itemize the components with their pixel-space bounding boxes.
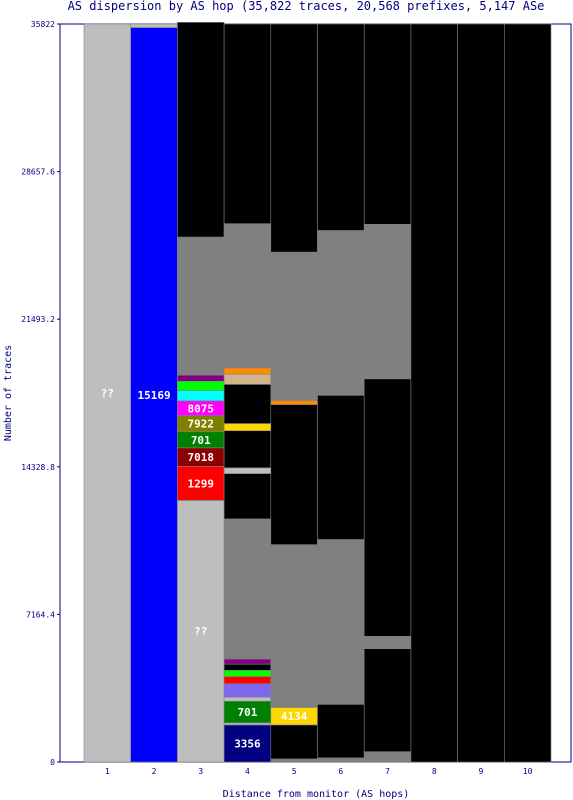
hop-column-10 [503, 23, 552, 763]
bar-segment [130, 23, 178, 28]
bar-segment [223, 384, 272, 424]
hop-column-4: 3356 701 [223, 23, 272, 763]
bar-segment [270, 724, 318, 760]
bar-segment [270, 758, 318, 763]
y-tick-label: 7164.4 [26, 610, 55, 619]
bar-segment [410, 23, 458, 763]
segment-label: 4134 [281, 710, 308, 723]
bar-segment [223, 696, 272, 702]
bar-segment [223, 658, 272, 665]
bar-segment [270, 400, 318, 405]
y-tick-label: 14328.8 [21, 463, 55, 472]
bar-segment [270, 23, 318, 253]
x-tick-label: 1 [105, 767, 110, 776]
bar-segment [223, 603, 272, 660]
y-tick-label: 21493.2 [21, 315, 55, 324]
bar-segment [317, 757, 365, 763]
bar-segment [363, 751, 412, 763]
bar-segment [270, 404, 318, 545]
bar-segment [83, 23, 132, 763]
bar-segment [223, 423, 272, 432]
bar-segment [363, 378, 412, 637]
bar-segment [457, 23, 505, 763]
bar-segment [223, 473, 272, 520]
hop-column-1: ?? [83, 23, 132, 763]
hop-column-7 [363, 23, 412, 763]
bar-segment [363, 223, 412, 380]
hop-column-8 [410, 23, 458, 763]
bar-segment [177, 390, 225, 402]
bar-segment [270, 251, 318, 401]
segment-label: ?? [101, 387, 114, 400]
y-axis-ticks: 0 7164.4 14328.8 21493.2 28657.6 35822 [21, 20, 60, 767]
bar-segment [317, 539, 365, 705]
bar-segment [317, 394, 365, 540]
x-tick-label: 9 [479, 767, 484, 776]
bar-segment [223, 724, 272, 763]
x-tick-label: 8 [432, 767, 437, 776]
segment-label: 7018 [188, 451, 215, 464]
x-axis-ticks: 1 2 3 4 5 6 7 8 9 10 [105, 767, 533, 776]
bar-segment [223, 518, 272, 604]
segment-label: 8075 [188, 402, 215, 415]
bar-segment [223, 467, 272, 474]
bar-segment [223, 23, 272, 224]
bar-segment [177, 500, 225, 763]
bar-segment [177, 466, 225, 501]
x-tick-label: 10 [523, 767, 533, 776]
bar-segment [223, 676, 272, 685]
x-tick-label: 2 [152, 767, 157, 776]
bar-segment [317, 704, 365, 759]
bar-segment [177, 22, 225, 238]
hop-column-9 [457, 23, 505, 763]
bar-segment [363, 23, 412, 225]
y-tick-label: 35822 [31, 20, 55, 29]
bar-segment [503, 23, 552, 763]
bar-segment [223, 722, 272, 726]
bar-segment [223, 683, 272, 698]
bar-segment [177, 374, 225, 382]
bar-segment [270, 641, 318, 708]
y-axis-label: Number of traces [3, 345, 14, 441]
bar-segment [317, 230, 365, 396]
segment-label: 7922 [188, 418, 215, 431]
bar-segment [363, 636, 412, 649]
bar-segment [363, 648, 412, 752]
y-tick-label: 28657.6 [21, 168, 55, 177]
bar-segment [223, 430, 272, 469]
segment-label: 701 [191, 434, 211, 447]
bar-segment [223, 223, 272, 369]
x-axis-label: Distance from monitor (AS hops) [223, 789, 410, 800]
bar-segment [223, 367, 272, 375]
segment-label: 15169 [137, 389, 170, 402]
bar-segment [270, 544, 318, 642]
x-tick-label: 3 [198, 767, 203, 776]
bar-segment [223, 663, 272, 671]
bar-segment [177, 380, 225, 391]
hop-column-3: ?? 1299 7018 701 7922 8075 [177, 22, 225, 763]
chart-title: AS dispersion by AS hop (35,822 traces, … [68, 0, 545, 13]
x-tick-label: 7 [385, 767, 390, 776]
bar-segment [177, 236, 225, 376]
segment-label: 701 [238, 706, 258, 719]
plot-area: ?? 15169?? 1299 7018 701 7922 8075 3356 701 4134 [59, 22, 572, 763]
bar-segment [223, 670, 272, 677]
segment-label: 1299 [188, 477, 215, 490]
hop-column-6 [317, 23, 365, 763]
bar-segment [317, 23, 365, 231]
segment-label: ?? [194, 625, 207, 638]
x-tick-label: 4 [245, 767, 250, 776]
hop-column-5: 4134 [270, 23, 318, 763]
hop-column-2: 15169 [130, 23, 178, 763]
segment-label: 3356 [234, 737, 261, 750]
bar-segment [223, 373, 272, 385]
y-tick-label: 0 [50, 758, 55, 767]
x-tick-label: 6 [338, 767, 343, 776]
x-tick-label: 5 [292, 767, 297, 776]
